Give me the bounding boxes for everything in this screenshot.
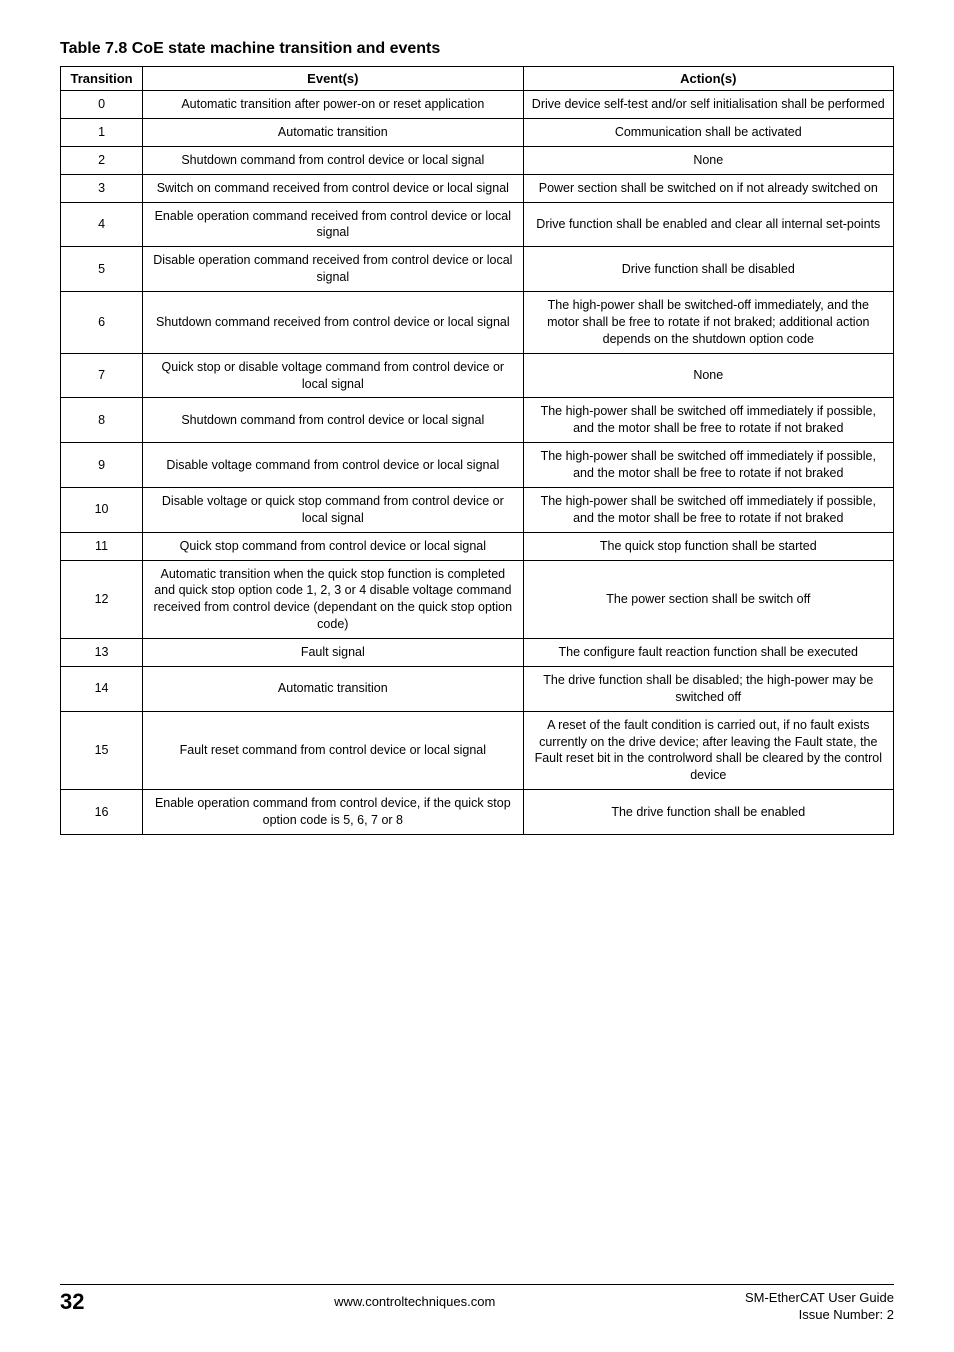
- footer-issue-number: Issue Number: 2: [745, 1306, 894, 1324]
- cell-action: Drive function shall be enabled and clea…: [523, 202, 893, 247]
- table-row: 2Shutdown command from control device or…: [61, 146, 894, 174]
- cell-transition: 11: [61, 532, 143, 560]
- header-action: Action(s): [523, 67, 893, 91]
- table-row: 5Disable operation command received from…: [61, 247, 894, 292]
- table-row: 10Disable voltage or quick stop command …: [61, 487, 894, 532]
- cell-event: Switch on command received from control …: [143, 174, 523, 202]
- cell-event: Enable operation command from control de…: [143, 790, 523, 835]
- table-row: 1Automatic transitionCommunication shall…: [61, 118, 894, 146]
- cell-transition: 9: [61, 443, 143, 488]
- cell-event: Shutdown command from control device or …: [143, 398, 523, 443]
- cell-action: The power section shall be switch off: [523, 560, 893, 639]
- cell-event: Fault signal: [143, 639, 523, 667]
- table-title: Table 7.8 CoE state machine transition a…: [60, 40, 894, 58]
- cell-action: Communication shall be activated: [523, 118, 893, 146]
- cell-action: The high-power shall be switched off imm…: [523, 398, 893, 443]
- footer-right: SM-EtherCAT User Guide Issue Number: 2: [745, 1289, 894, 1324]
- cell-transition: 7: [61, 353, 143, 398]
- page-number: 32: [60, 1289, 84, 1315]
- table-row: 12Automatic transition when the quick st…: [61, 560, 894, 639]
- cell-transition: 5: [61, 247, 143, 292]
- state-machine-table: Transition Event(s) Action(s) 0Automatic…: [60, 66, 894, 835]
- table-row: 0Automatic transition after power-on or …: [61, 91, 894, 119]
- table-row: 16Enable operation command from control …: [61, 790, 894, 835]
- table-row: 14Automatic transitionThe drive function…: [61, 666, 894, 711]
- page-footer: 32 www.controltechniques.com SM-EtherCAT…: [60, 1284, 894, 1324]
- table-row: 6Shutdown command received from control …: [61, 292, 894, 354]
- cell-transition: 1: [61, 118, 143, 146]
- table-row: 8Shutdown command from control device or…: [61, 398, 894, 443]
- cell-action: None: [523, 353, 893, 398]
- cell-event: Automatic transition: [143, 118, 523, 146]
- header-event: Event(s): [143, 67, 523, 91]
- cell-action: Power section shall be switched on if no…: [523, 174, 893, 202]
- cell-event: Disable voltage or quick stop command fr…: [143, 487, 523, 532]
- cell-action: The high-power shall be switched-off imm…: [523, 292, 893, 354]
- cell-event: Automatic transition after power-on or r…: [143, 91, 523, 119]
- cell-action: A reset of the fault condition is carrie…: [523, 711, 893, 790]
- cell-action: Drive function shall be disabled: [523, 247, 893, 292]
- cell-transition: 12: [61, 560, 143, 639]
- cell-transition: 14: [61, 666, 143, 711]
- header-transition: Transition: [61, 67, 143, 91]
- cell-action: The high-power shall be switched off imm…: [523, 443, 893, 488]
- cell-transition: 6: [61, 292, 143, 354]
- cell-transition: 0: [61, 91, 143, 119]
- table-header-row: Transition Event(s) Action(s): [61, 67, 894, 91]
- cell-event: Enable operation command received from c…: [143, 202, 523, 247]
- cell-action: The configure fault reaction function sh…: [523, 639, 893, 667]
- cell-transition: 8: [61, 398, 143, 443]
- cell-event: Shutdown command from control device or …: [143, 146, 523, 174]
- cell-action: The drive function shall be enabled: [523, 790, 893, 835]
- cell-transition: 3: [61, 174, 143, 202]
- cell-event: Automatic transition when the quick stop…: [143, 560, 523, 639]
- cell-event: Disable voltage command from control dev…: [143, 443, 523, 488]
- table-row: 13Fault signalThe configure fault reacti…: [61, 639, 894, 667]
- cell-transition: 10: [61, 487, 143, 532]
- cell-event: Fault reset command from control device …: [143, 711, 523, 790]
- table-row: 4Enable operation command received from …: [61, 202, 894, 247]
- cell-transition: 16: [61, 790, 143, 835]
- cell-event: Quick stop command from control device o…: [143, 532, 523, 560]
- cell-action: The high-power shall be switched off imm…: [523, 487, 893, 532]
- cell-transition: 4: [61, 202, 143, 247]
- table-row: 9Disable voltage command from control de…: [61, 443, 894, 488]
- cell-event: Shutdown command received from control d…: [143, 292, 523, 354]
- table-row: 15Fault reset command from control devic…: [61, 711, 894, 790]
- table-row: 7Quick stop or disable voltage command f…: [61, 353, 894, 398]
- footer-url: www.controltechniques.com: [84, 1289, 744, 1309]
- cell-transition: 13: [61, 639, 143, 667]
- cell-transition: 15: [61, 711, 143, 790]
- cell-transition: 2: [61, 146, 143, 174]
- cell-event: Automatic transition: [143, 666, 523, 711]
- table-row: 11Quick stop command from control device…: [61, 532, 894, 560]
- table-row: 3Switch on command received from control…: [61, 174, 894, 202]
- cell-event: Disable operation command received from …: [143, 247, 523, 292]
- cell-action: None: [523, 146, 893, 174]
- cell-event: Quick stop or disable voltage command fr…: [143, 353, 523, 398]
- footer-guide-name: SM-EtherCAT User Guide: [745, 1289, 894, 1307]
- cell-action: The quick stop function shall be started: [523, 532, 893, 560]
- cell-action: The drive function shall be disabled; th…: [523, 666, 893, 711]
- cell-action: Drive device self-test and/or self initi…: [523, 91, 893, 119]
